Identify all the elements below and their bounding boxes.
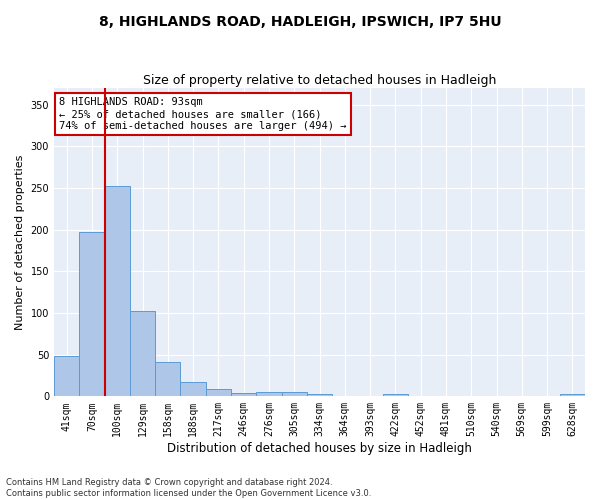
X-axis label: Distribution of detached houses by size in Hadleigh: Distribution of detached houses by size … bbox=[167, 442, 472, 455]
Bar bbox=[231, 393, 256, 396]
Bar bbox=[281, 392, 307, 396]
Text: 8, HIGHLANDS ROAD, HADLEIGH, IPSWICH, IP7 5HU: 8, HIGHLANDS ROAD, HADLEIGH, IPSWICH, IP… bbox=[98, 15, 502, 29]
Bar bbox=[181, 382, 206, 396]
Bar bbox=[130, 312, 155, 396]
Bar bbox=[560, 394, 585, 396]
Bar bbox=[104, 186, 130, 396]
Bar bbox=[383, 394, 408, 396]
Bar bbox=[155, 362, 181, 396]
Text: Contains HM Land Registry data © Crown copyright and database right 2024.
Contai: Contains HM Land Registry data © Crown c… bbox=[6, 478, 371, 498]
Title: Size of property relative to detached houses in Hadleigh: Size of property relative to detached ho… bbox=[143, 74, 496, 87]
Bar bbox=[79, 232, 104, 396]
Bar bbox=[307, 394, 332, 396]
Bar bbox=[256, 392, 281, 396]
Bar bbox=[54, 356, 79, 397]
Text: 8 HIGHLANDS ROAD: 93sqm
← 25% of detached houses are smaller (166)
74% of semi-d: 8 HIGHLANDS ROAD: 93sqm ← 25% of detache… bbox=[59, 98, 347, 130]
Bar bbox=[206, 389, 231, 396]
Y-axis label: Number of detached properties: Number of detached properties bbox=[15, 154, 25, 330]
